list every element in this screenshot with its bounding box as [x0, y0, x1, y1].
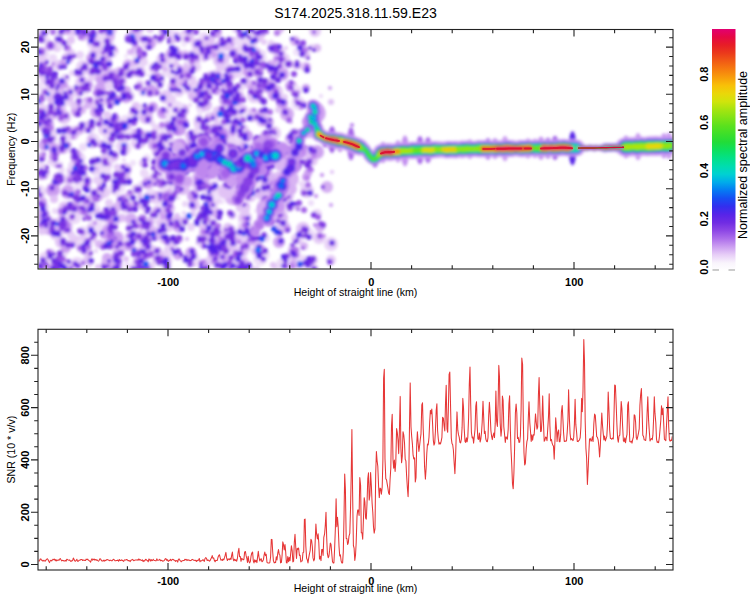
svg-text:0.2: 0.2: [698, 211, 710, 226]
svg-text:Frequency (Hz): Frequency (Hz): [5, 113, 17, 186]
svg-text:600: 600: [19, 398, 31, 416]
svg-text:0.8: 0.8: [698, 67, 710, 82]
svg-text:100: 100: [565, 575, 583, 587]
svg-text:400: 400: [19, 451, 31, 469]
svg-text:Height of straight line (km): Height of straight line (km): [294, 582, 418, 594]
svg-text:S174.2025.318.11.59.E23: S174.2025.318.11.59.E23: [274, 5, 437, 21]
svg-text:20: 20: [19, 41, 31, 53]
svg-text:100: 100: [565, 276, 583, 288]
svg-text:Height of straight line (km): Height of straight line (km): [294, 286, 418, 298]
svg-text:-10: -10: [19, 181, 31, 197]
svg-text:0.4: 0.4: [698, 162, 710, 178]
svg-text:0.0: 0.0: [698, 259, 710, 274]
svg-text:Normalized spectral amplitude: Normalized spectral amplitude: [736, 71, 750, 239]
svg-text:200: 200: [19, 503, 31, 521]
svg-text:-100: -100: [157, 276, 179, 288]
svg-text:0.6: 0.6: [698, 115, 710, 130]
svg-text:SNR (10 * v/v): SNR (10 * v/v): [5, 416, 17, 484]
svg-text:-20: -20: [19, 228, 31, 244]
svg-text:0: 0: [19, 561, 31, 567]
svg-text:800: 800: [19, 346, 31, 364]
svg-text:-100: -100: [157, 575, 179, 587]
svg-text:10: 10: [19, 88, 31, 100]
svg-text:0: 0: [19, 138, 31, 144]
